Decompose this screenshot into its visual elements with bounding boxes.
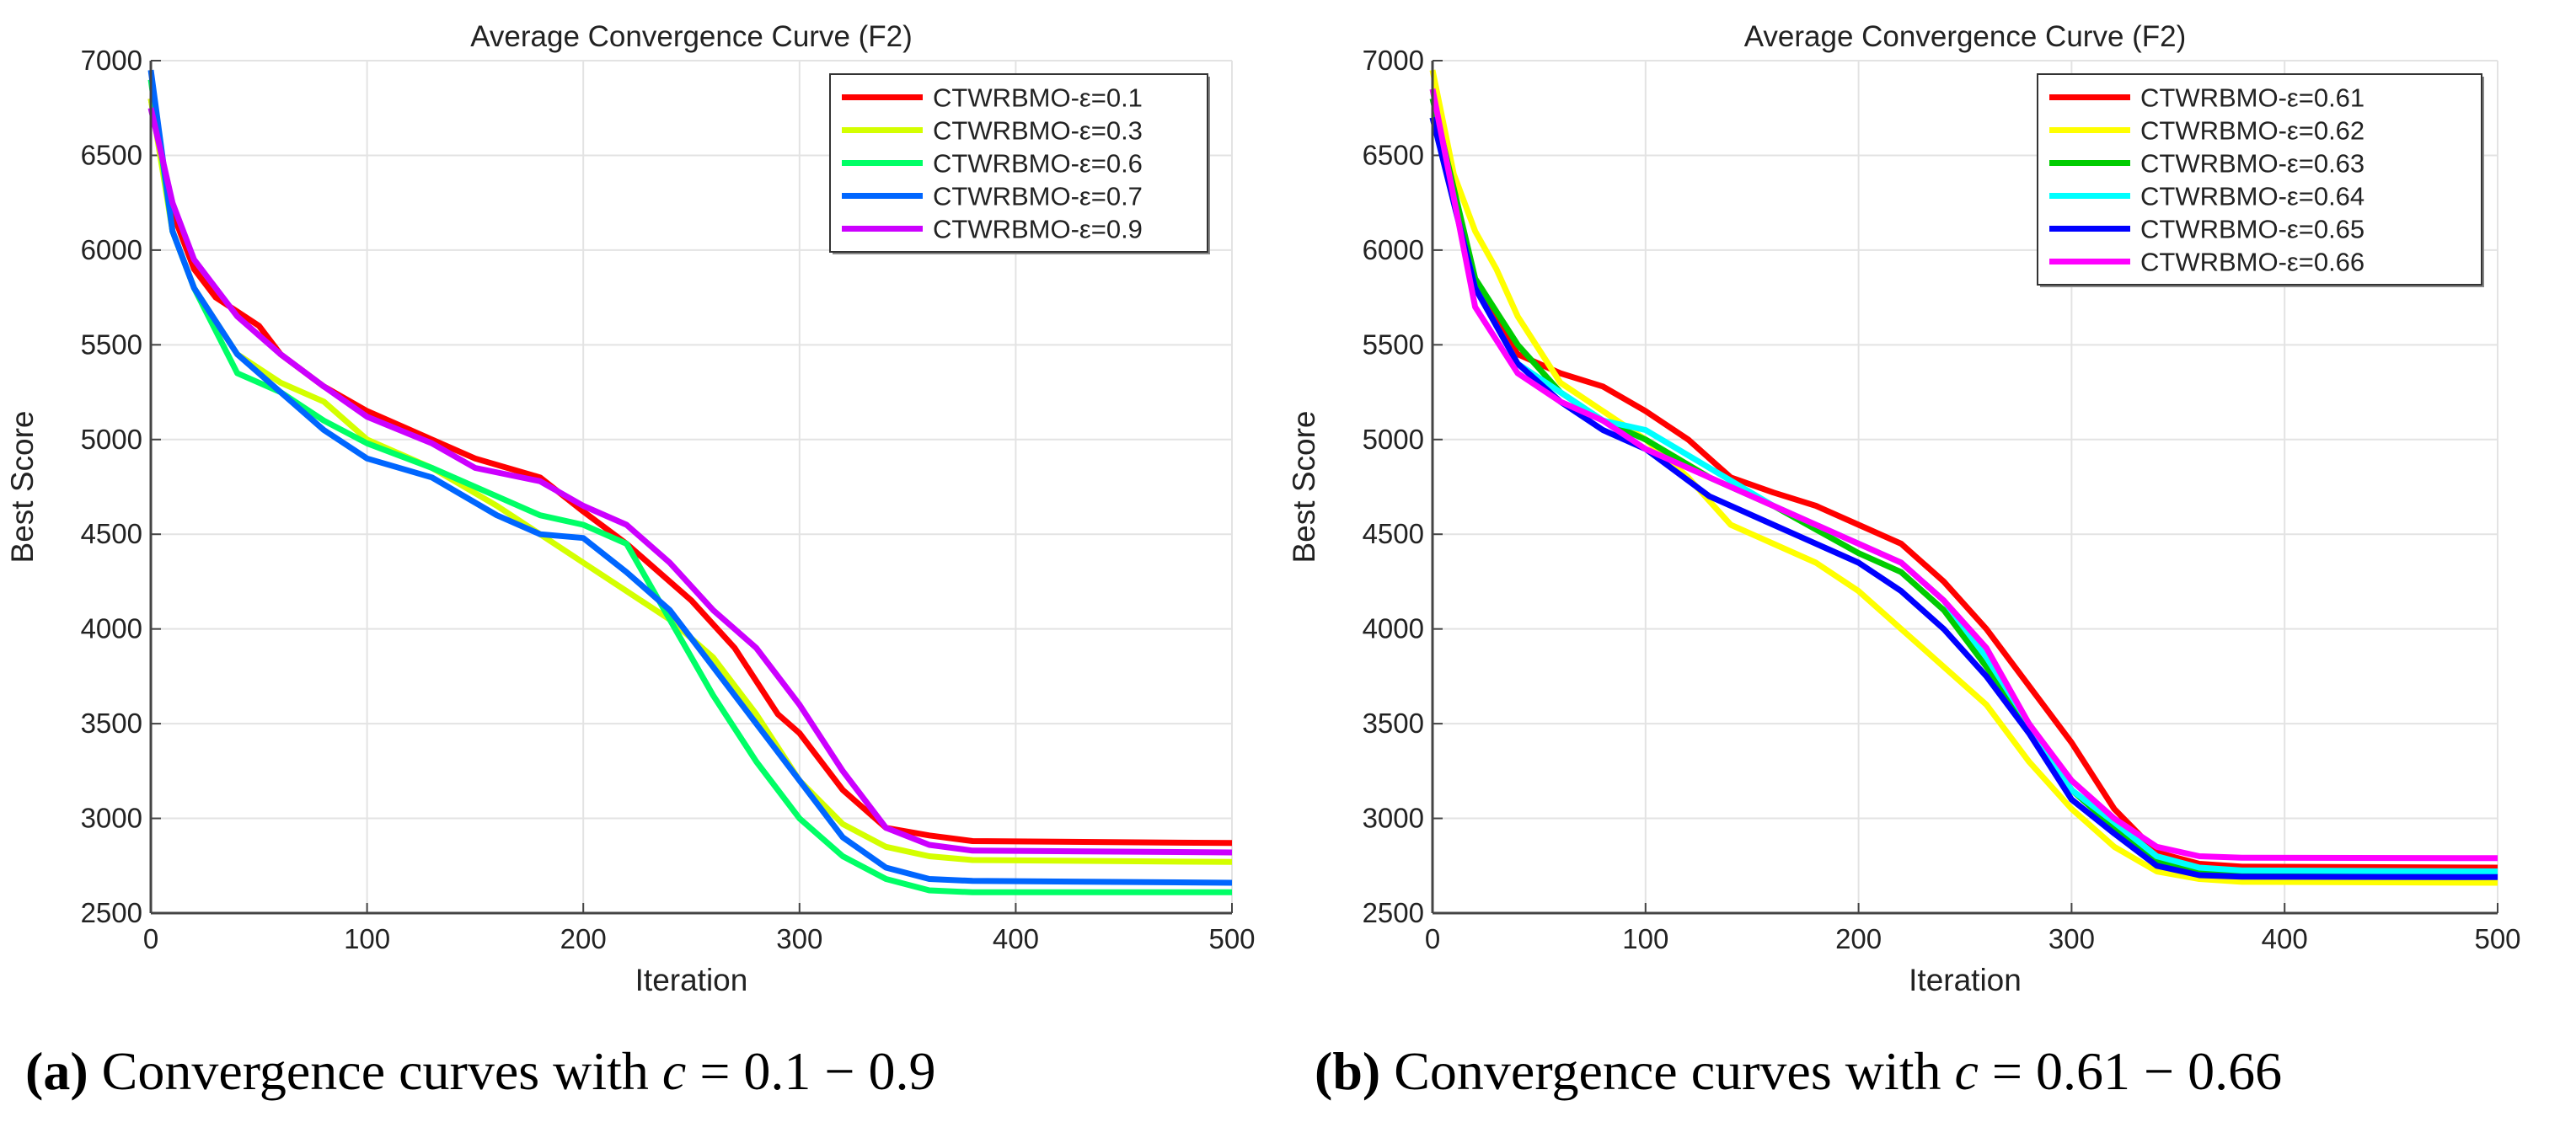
- series-line-4: [147, 107, 1233, 856]
- caption-a: (a) Convergence curves with c = 0.1 − 0.…: [25, 1040, 936, 1103]
- x-tick-label: 400: [993, 923, 1039, 954]
- x-tick-label: 500: [1208, 923, 1255, 954]
- caption-b-label: (b): [1315, 1041, 1381, 1101]
- caption-b: (b) Convergence curves with c = 0.61 − 0…: [1315, 1040, 2282, 1103]
- x-tick-label: 200: [560, 923, 607, 954]
- x-axis-label: Iteration: [1909, 963, 2022, 997]
- caption-a-expr: = 0.1 − 0.9: [686, 1041, 936, 1101]
- chart-b: 0 100 200 300 400 500 2500 3000 3500 4000 4500 5000…: [1287, 20, 2521, 997]
- legend-label: CTWRBMO-ε=0.61: [2140, 83, 2364, 113]
- y-tick-label: 4000: [81, 613, 142, 644]
- legend-label: CTWRBMO-ε=0.1: [933, 83, 1143, 113]
- y-tick-label: 6000: [1363, 234, 1424, 265]
- y-axis-label: Best Score: [1287, 411, 1321, 564]
- y-tick-label: 6000: [81, 234, 142, 265]
- x-tick-label: 100: [344, 923, 390, 954]
- x-tick-label: 400: [2262, 923, 2308, 954]
- legend-label: CTWRBMO-ε=0.3: [933, 116, 1143, 146]
- legend-label: CTWRBMO-ε=0.64: [2140, 182, 2364, 211]
- caption-a-text: Convergence curves with: [88, 1041, 662, 1101]
- caption-b-expr: = 0.61 − 0.66: [1978, 1041, 2283, 1101]
- caption-b-var: c: [1954, 1041, 1979, 1101]
- y-tick-label: 5500: [81, 329, 142, 360]
- legend-label: CTWRBMO-ε=0.65: [2140, 215, 2364, 244]
- series-line-1: [1429, 69, 2498, 886]
- x-tick-label: 500: [2474, 923, 2520, 954]
- legend-label: CTWRBMO-ε=0.63: [2140, 149, 2364, 179]
- y-tick-label: 3500: [81, 708, 142, 739]
- x-tick-label: 100: [1622, 923, 1668, 954]
- legend-label: CTWRBMO-ε=0.6: [933, 149, 1143, 179]
- y-tick-label: 7000: [81, 45, 142, 76]
- y-tick-label: 5500: [1363, 329, 1424, 360]
- chart-title: Average Convergence Curve (F2): [1744, 20, 2187, 53]
- chart-a: 0 100 200 300 400 500 2500 3000 3500 4000 4500 5000…: [5, 20, 1256, 997]
- y-tick-label: 4500: [81, 518, 142, 549]
- y-tick-label: 4500: [1363, 518, 1424, 549]
- legend-label: CTWRBMO-ε=0.66: [2140, 248, 2364, 277]
- x-tick-label: 0: [1425, 923, 1440, 954]
- y-tick-label: 6500: [81, 139, 142, 170]
- legend-label: CTWRBMO-ε=0.7: [933, 182, 1143, 211]
- y-tick-label: 5000: [81, 424, 142, 455]
- y-tick-label: 3000: [81, 803, 142, 834]
- caption-b-text: Convergence curves with: [1380, 1041, 1955, 1101]
- y-tick-label: 3500: [1363, 708, 1424, 739]
- x-tick-label: 200: [1835, 923, 1882, 954]
- y-tick-label: 5000: [1363, 424, 1424, 455]
- y-tick-label: 6500: [1363, 139, 1424, 170]
- caption-a-label: (a): [25, 1041, 88, 1101]
- series-line-5: [1429, 88, 2498, 862]
- y-tick-label: 2500: [1363, 897, 1424, 928]
- legend-box: [2037, 73, 2482, 286]
- x-tick-label: 0: [143, 923, 158, 954]
- x-tick-label: 300: [2048, 923, 2095, 954]
- series-line-2: [147, 79, 1232, 895]
- legend-label: CTWRBMO-ε=0.9: [933, 215, 1143, 244]
- x-axis-label: Iteration: [635, 963, 748, 997]
- y-axis-label: Best Score: [5, 411, 40, 564]
- caption-a-var: c: [661, 1041, 687, 1101]
- series-line-3: [147, 69, 1233, 886]
- legend: CTWRBMO-ε=0.61CTWRBMO-ε=0.62CTWRBMO-ε=0.…: [2037, 73, 2484, 287]
- legend-label: CTWRBMO-ε=0.62: [2140, 116, 2364, 146]
- y-tick-label: 2500: [81, 897, 142, 928]
- chart-title: Average Convergence Curve (F2): [470, 20, 913, 53]
- y-tick-label: 3000: [1363, 803, 1424, 834]
- x-tick-label: 300: [776, 923, 822, 954]
- y-tick-label: 4000: [1363, 613, 1424, 644]
- y-tick-label: 7000: [1363, 45, 1424, 76]
